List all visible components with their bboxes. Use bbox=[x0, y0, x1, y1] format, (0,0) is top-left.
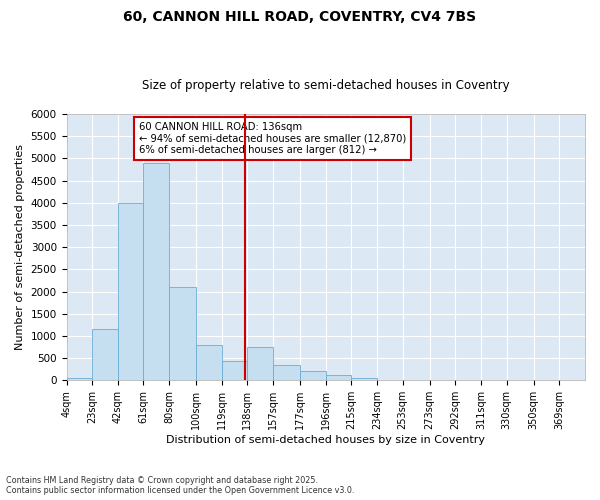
Bar bbox=[300, 372, 326, 380]
Bar bbox=[143, 163, 169, 380]
Text: 60, CANNON HILL ROAD, COVENTRY, CV4 7BS: 60, CANNON HILL ROAD, COVENTRY, CV4 7BS bbox=[124, 10, 476, 24]
X-axis label: Distribution of semi-detached houses by size in Coventry: Distribution of semi-detached houses by … bbox=[166, 435, 485, 445]
Y-axis label: Number of semi-detached properties: Number of semi-detached properties bbox=[15, 144, 25, 350]
Bar bbox=[67, 378, 92, 380]
Bar bbox=[196, 345, 222, 380]
Bar bbox=[247, 347, 273, 380]
Bar bbox=[92, 330, 118, 380]
Text: Contains HM Land Registry data © Crown copyright and database right 2025.
Contai: Contains HM Land Registry data © Crown c… bbox=[6, 476, 355, 495]
Bar bbox=[169, 287, 196, 380]
Bar bbox=[352, 378, 377, 380]
Bar bbox=[273, 365, 300, 380]
Title: Size of property relative to semi-detached houses in Coventry: Size of property relative to semi-detach… bbox=[142, 79, 509, 92]
Text: 60 CANNON HILL ROAD: 136sqm
← 94% of semi-detached houses are smaller (12,870)
6: 60 CANNON HILL ROAD: 136sqm ← 94% of sem… bbox=[139, 122, 406, 155]
Bar bbox=[222, 362, 247, 380]
Bar bbox=[118, 203, 143, 380]
Bar bbox=[326, 375, 352, 380]
